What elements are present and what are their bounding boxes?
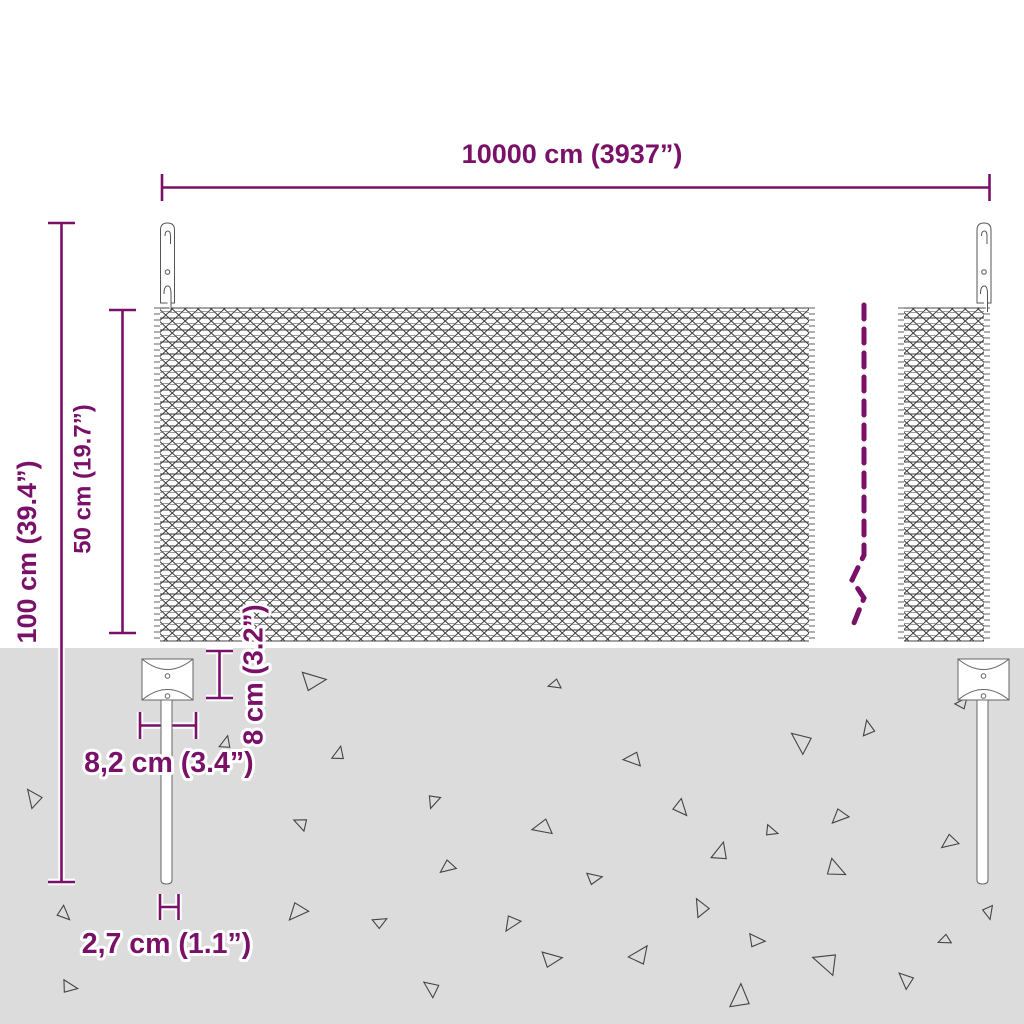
svg-text:8,2 cm (3.4”): 8,2 cm (3.4”) — [84, 747, 254, 779]
svg-text:8 cm (3.2”): 8 cm (3.2”) — [237, 604, 268, 745]
svg-text:10000 cm (3937”): 10000 cm (3937”) — [462, 139, 683, 169]
svg-text:100 cm (39.4”): 100 cm (39.4”) — [12, 460, 42, 643]
svg-text:2,7 cm (1.1”): 2,7 cm (1.1”) — [82, 928, 252, 960]
svg-text:50 cm (19.7”): 50 cm (19.7”) — [70, 404, 97, 553]
